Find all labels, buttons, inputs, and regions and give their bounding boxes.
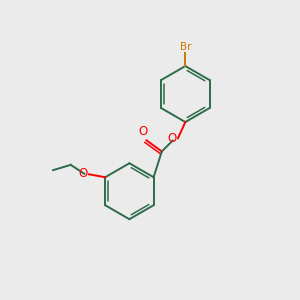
Text: O: O bbox=[138, 125, 148, 138]
Text: O: O bbox=[79, 167, 88, 180]
Text: O: O bbox=[167, 132, 177, 145]
Text: Br: Br bbox=[180, 42, 191, 52]
